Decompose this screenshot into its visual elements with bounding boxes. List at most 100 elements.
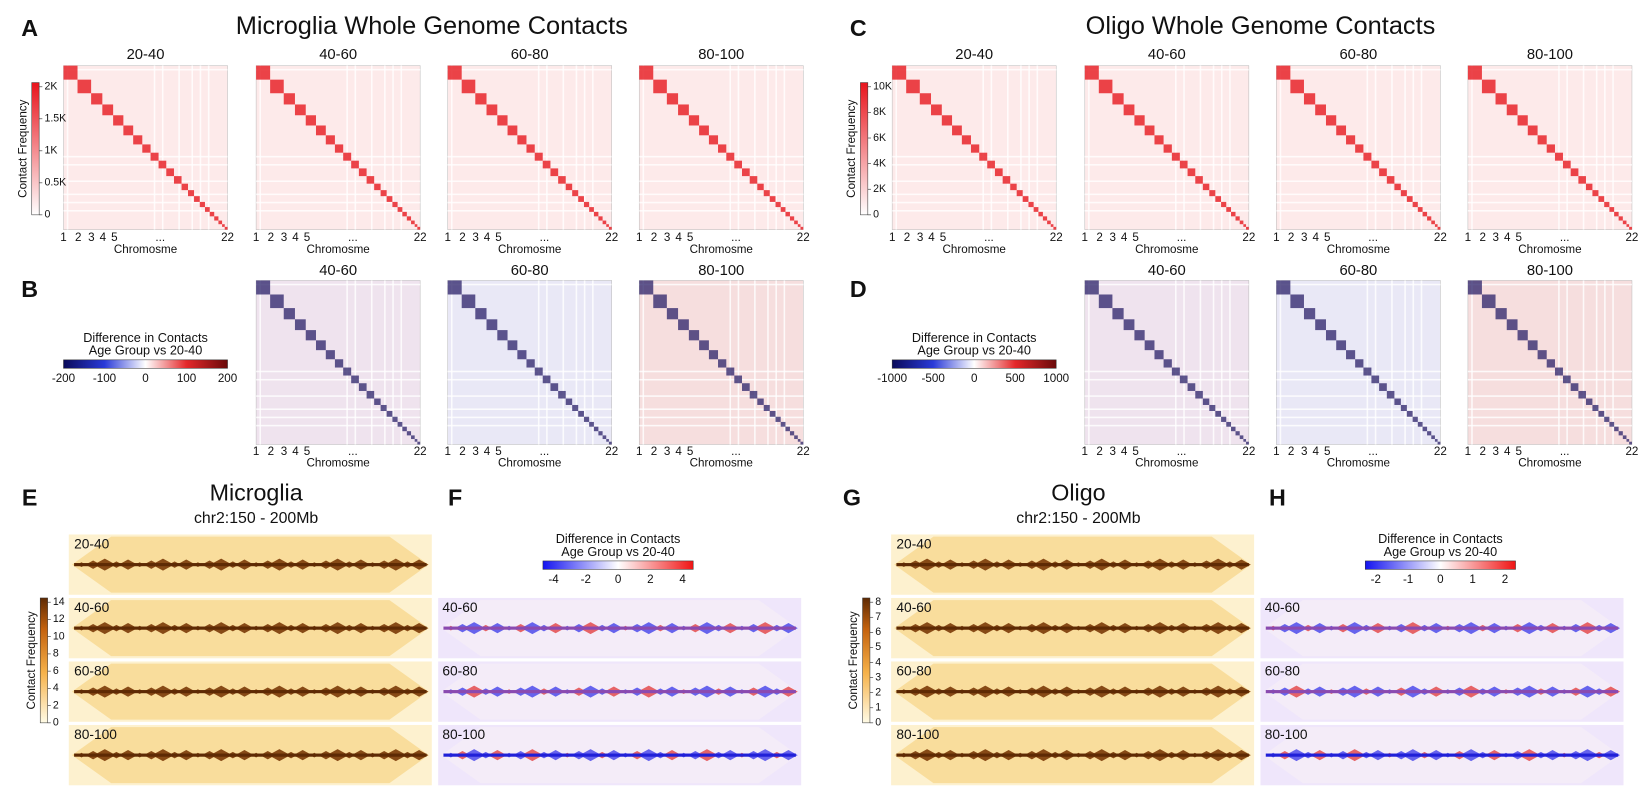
diagonal-block	[1629, 441, 1632, 445]
diagonal-block	[397, 207, 403, 212]
track-label: 80-100	[1265, 727, 1308, 742]
gap-line	[575, 65, 578, 230]
diagonal-block	[461, 79, 476, 94]
gap-line	[1276, 424, 1441, 427]
gap-line	[737, 65, 740, 230]
diagonal-block	[1495, 93, 1507, 105]
x-axis-label: Chromosme	[114, 243, 177, 256]
colorbar-tick-label: 10K	[873, 81, 892, 93]
colorbar-tick-label: 0	[875, 717, 881, 729]
gap-line	[1471, 280, 1473, 445]
x-tick-label: ...	[731, 445, 741, 458]
x-tick-label: 1	[889, 231, 895, 244]
diagonal-block	[1084, 280, 1099, 295]
x-axis-label: Chromosme	[306, 457, 369, 470]
gap-line	[1183, 280, 1185, 445]
diagonal-block	[606, 224, 609, 227]
gap-line	[1084, 193, 1249, 196]
x-tick-label: ...	[540, 445, 550, 458]
gap-line	[447, 408, 612, 411]
x-tick-label: ...	[155, 231, 165, 244]
diagonal-block	[1303, 93, 1316, 105]
gap-line	[447, 201, 612, 204]
gap-line	[1276, 395, 1441, 397]
track-diagonal	[896, 626, 1249, 630]
diagonal-block	[794, 435, 798, 440]
diagonal-block	[558, 176, 566, 184]
diagonal-block	[688, 330, 700, 341]
track-diagonal	[443, 690, 796, 694]
x-tick-label: 4	[1121, 445, 1128, 458]
diagonal-block	[726, 152, 735, 161]
gap-line	[1084, 209, 1249, 212]
diagonal-block	[775, 416, 781, 422]
gap-line	[1084, 395, 1249, 397]
x-tick-label: 22	[797, 231, 810, 244]
diagonal-block	[550, 383, 559, 391]
gap-line	[63, 209, 228, 212]
gap-line	[346, 65, 348, 230]
diagonal-block	[1467, 65, 1482, 80]
gap-line	[1276, 283, 1441, 286]
diagonal-block	[1336, 125, 1347, 136]
x-tick-label: 5	[1324, 231, 1330, 244]
diagonal-block	[979, 152, 988, 161]
x-tick-label: ...	[1177, 445, 1187, 458]
colorbar-title: Difference in Contacts	[1378, 532, 1503, 546]
x-tick-label: ...	[1368, 231, 1378, 244]
x-tick-label: 22	[797, 445, 810, 458]
diagonal-block	[270, 79, 284, 94]
colorbar-tick-label: 0	[1437, 573, 1444, 586]
gap-line	[892, 164, 1057, 166]
diagonal-block	[406, 216, 412, 221]
colorbar-tick-label: 10	[53, 630, 65, 642]
gap-line	[384, 65, 386, 230]
diagonal-block	[749, 176, 758, 184]
diagonal-block	[639, 65, 654, 80]
x-tick-label: 1	[444, 445, 450, 458]
diagonal-block	[1002, 176, 1011, 184]
diagonal-block	[1379, 168, 1387, 177]
diagonal-block	[572, 404, 579, 411]
gap-line	[1276, 155, 1441, 158]
x-tick-label: ...	[1560, 231, 1570, 244]
diagonal-block	[1171, 367, 1180, 376]
diagonal-block	[486, 319, 498, 331]
diagonal-block	[1431, 435, 1435, 440]
diagonal-block	[718, 144, 727, 153]
x-tick-label: 1	[444, 231, 450, 244]
diagonal-block	[1427, 431, 1432, 436]
diagonal-block	[91, 93, 103, 105]
diagonal-block	[1215, 410, 1222, 417]
gap-line	[256, 201, 421, 204]
diagonal-block	[775, 201, 781, 208]
gap-line	[546, 280, 548, 445]
x-tick-label: 1	[636, 231, 642, 244]
diagonal-block	[734, 375, 743, 384]
diagonal-block	[1386, 176, 1395, 184]
diagonal-block	[742, 168, 750, 177]
diagonal-block	[414, 224, 418, 227]
x-axis-label: Chromosme	[690, 457, 753, 470]
diagonal-block	[1033, 207, 1039, 212]
gap-line	[1566, 280, 1568, 445]
gap-line	[1412, 65, 1415, 230]
gap-line	[400, 65, 403, 230]
diagonal-block	[602, 435, 607, 440]
gap-line	[1404, 280, 1406, 445]
gap-line	[1199, 280, 1202, 445]
diagonal-block	[1481, 294, 1496, 309]
diagonal-block	[961, 135, 971, 145]
colorbar-title: Difference in Contacts	[83, 331, 208, 345]
diagonal-block	[1134, 115, 1145, 126]
colorbar-tick-label: 1	[1469, 573, 1475, 586]
diagonal-block	[1053, 226, 1057, 230]
diagonal-block	[1246, 226, 1249, 230]
diagonal-block	[392, 201, 398, 208]
diagonal-block	[593, 426, 599, 432]
diagonal-block	[1406, 196, 1413, 202]
diagonal-block	[1527, 340, 1538, 351]
diagonal-block	[270, 294, 284, 309]
diagonal-block	[406, 431, 412, 436]
gap-line	[1420, 280, 1423, 445]
